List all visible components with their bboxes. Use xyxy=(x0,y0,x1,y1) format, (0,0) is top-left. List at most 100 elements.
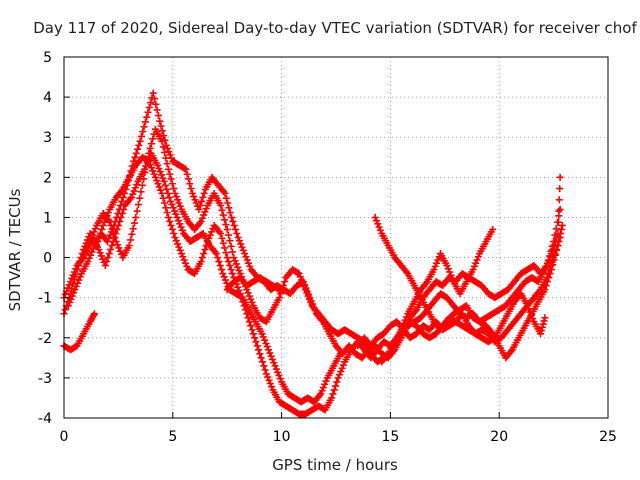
data-point-interp xyxy=(122,185,130,193)
data-point-interp xyxy=(556,185,564,193)
data-point-interp xyxy=(234,283,242,291)
data-point-interp xyxy=(120,189,128,197)
tick-labels: 0 5 10 15 20 25 -4 -3 -2 -1 0 1 2 3 4 5 xyxy=(38,50,617,445)
data-point-interp xyxy=(208,228,216,236)
data-point xyxy=(265,346,273,354)
data-point xyxy=(125,242,133,250)
data-point-interp xyxy=(145,104,153,112)
data-point-interp xyxy=(131,184,139,192)
data-point-interp xyxy=(552,225,560,233)
data-point-interp xyxy=(275,371,283,379)
data-point-interp xyxy=(216,262,224,270)
y-tick-label: -3 xyxy=(38,371,52,387)
y-tick-label: 5 xyxy=(43,50,52,66)
data-point-interp xyxy=(470,262,478,270)
data-point-interp xyxy=(137,188,145,196)
data-point-interp xyxy=(444,265,452,273)
data-point-interp xyxy=(226,237,234,245)
data-point-interp xyxy=(144,108,152,116)
data-point-interp xyxy=(107,228,115,236)
data-point xyxy=(223,225,231,233)
data-point xyxy=(188,189,196,197)
data-point-interp xyxy=(149,167,157,175)
data-point-interp xyxy=(144,156,152,164)
data-point-interp xyxy=(329,390,337,398)
data-point-interp xyxy=(218,234,226,242)
data-point xyxy=(84,258,92,266)
data-point-interp xyxy=(114,241,122,249)
data-point-interp xyxy=(198,197,206,205)
data-point-interp xyxy=(147,164,155,172)
data-point xyxy=(158,189,166,197)
data-point-interp xyxy=(179,253,187,261)
data-point-interp xyxy=(321,380,329,388)
data-point-interp xyxy=(70,289,78,297)
data-point-interp xyxy=(372,217,380,225)
data-point-interp xyxy=(338,364,346,372)
data-point-interp xyxy=(168,180,176,188)
data-point xyxy=(90,310,98,318)
data-point-interp xyxy=(190,193,198,201)
data-point-interp xyxy=(447,271,455,279)
data-point xyxy=(197,258,205,266)
data-point-interp xyxy=(403,313,411,321)
data-point-interp xyxy=(231,257,239,265)
data-point xyxy=(262,370,270,378)
data-point-interp xyxy=(545,256,553,264)
data-point xyxy=(228,213,236,221)
data-point-interp xyxy=(61,306,69,314)
data-point-interp xyxy=(244,289,252,297)
data-point-interp xyxy=(89,245,97,253)
data-point-interp xyxy=(311,307,319,315)
data-point-interp xyxy=(337,367,345,375)
data-point-interp xyxy=(261,336,269,344)
data-point-interp xyxy=(339,361,347,369)
data-point-interp xyxy=(219,211,227,219)
data-point-interp xyxy=(434,256,442,264)
y-tick-label: 1 xyxy=(43,210,52,226)
data-point-interp xyxy=(215,258,223,266)
data-point-interp xyxy=(243,256,251,264)
data-point-interp xyxy=(232,260,240,268)
data-point-interp xyxy=(448,274,456,282)
data-point xyxy=(299,278,307,286)
data-point xyxy=(178,250,186,258)
data-point xyxy=(160,177,168,185)
data-point xyxy=(306,294,314,302)
data-point xyxy=(149,89,157,97)
data-point-interp xyxy=(333,378,341,386)
data-point-interp xyxy=(128,162,136,170)
data-point-interp xyxy=(154,112,162,120)
data-point-interp xyxy=(104,209,112,217)
data-point-interp xyxy=(296,273,304,281)
data-point-interp xyxy=(376,226,384,234)
data-point-interp xyxy=(136,194,144,202)
data-point xyxy=(108,242,116,250)
data-point-interp xyxy=(87,251,95,259)
data-point-interp xyxy=(143,159,151,167)
data-point-interp xyxy=(85,254,93,262)
data-point xyxy=(156,117,164,125)
data-point xyxy=(547,266,555,274)
data-point-interp xyxy=(226,209,234,217)
data-point-interp xyxy=(132,149,140,157)
data-point-interp xyxy=(268,383,276,391)
data-point-interp xyxy=(64,284,72,292)
data-point-interp xyxy=(234,263,242,271)
data-point-interp xyxy=(221,276,229,284)
data-point-interp xyxy=(225,204,233,212)
data-point-interp xyxy=(546,253,554,261)
data-point-interp xyxy=(109,238,117,246)
data-point-interp xyxy=(109,225,117,233)
data-point-interp xyxy=(318,387,326,395)
data-point-interp xyxy=(258,358,266,366)
data-point-interp xyxy=(262,339,270,347)
data-point-interp xyxy=(110,234,118,241)
data-point-interp xyxy=(156,168,164,176)
chart-title: Day 117 of 2020, Sidereal Day-to-day VTE… xyxy=(33,19,637,37)
data-point-interp xyxy=(549,261,557,269)
data-point xyxy=(469,266,477,274)
y-tick-label: 3 xyxy=(43,130,52,146)
data-point-interp xyxy=(155,165,163,173)
